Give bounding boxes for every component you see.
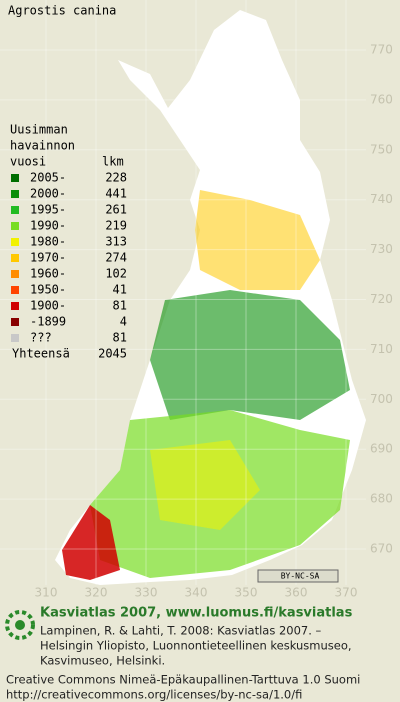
legend-swatch bbox=[11, 270, 19, 278]
y-grid-label: 680 bbox=[370, 492, 393, 506]
badge-frame bbox=[257, 569, 339, 583]
y-grid-label: 760 bbox=[370, 92, 393, 106]
legend-period: -1899 bbox=[30, 315, 66, 329]
citation-line: Helsingin Yliopisto, Luonnontieteellinen… bbox=[40, 639, 352, 653]
legend-swatch bbox=[11, 174, 19, 182]
x-grid-label: 310 bbox=[35, 586, 58, 600]
legend-swatch bbox=[11, 190, 19, 198]
legend-column: lkm bbox=[102, 155, 124, 169]
legend-swatch bbox=[11, 206, 19, 214]
legend-period: 1960- bbox=[30, 267, 66, 281]
legend-count: 4 bbox=[120, 315, 127, 329]
legend-count: 441 bbox=[105, 187, 127, 201]
logo-core bbox=[15, 620, 25, 630]
y-grid-label: 720 bbox=[370, 292, 393, 306]
legend-heading: havainnon bbox=[10, 139, 75, 153]
y-grid-label: 710 bbox=[370, 342, 393, 356]
x-grid-label: 320 bbox=[85, 586, 108, 600]
y-grid-label: 740 bbox=[370, 192, 393, 206]
license-line: Creative Commons Nimeä-Epäkaupallinen-Ta… bbox=[6, 673, 360, 687]
map-region-coast bbox=[62, 505, 120, 580]
logo-ring bbox=[5, 610, 35, 640]
legend-period: 1950- bbox=[30, 283, 66, 297]
legend-period: 1980- bbox=[30, 235, 66, 249]
x-grid-label: 340 bbox=[185, 586, 208, 600]
footer-headline: Kasviatlas 2007, www.luomus.fi/kasviatla… bbox=[40, 606, 353, 621]
legend-swatch bbox=[11, 254, 19, 262]
legend-period: 1990- bbox=[30, 219, 66, 233]
legend-period: 1995- bbox=[30, 203, 66, 217]
logo bbox=[5, 610, 35, 640]
y-grid-label: 700 bbox=[370, 392, 393, 406]
legend-swatch bbox=[11, 286, 19, 294]
legend-total: 2045 bbox=[98, 347, 127, 361]
legend-period: ??? bbox=[30, 331, 52, 345]
map-region-north bbox=[195, 190, 320, 290]
legend-period: 1900- bbox=[30, 299, 66, 313]
legend-count: 41 bbox=[113, 283, 127, 297]
y-grid-label: 770 bbox=[370, 43, 393, 57]
legend-period: 1970- bbox=[30, 251, 66, 265]
legend-swatch bbox=[11, 302, 19, 310]
y-grid-label: 730 bbox=[370, 242, 393, 256]
map-region-central bbox=[150, 290, 350, 420]
citation-line: Lampinen, R. & Lahti, T. 2008: Kasviatla… bbox=[40, 624, 322, 638]
legend-period: 2005- bbox=[30, 171, 66, 185]
x-grid-label: 350 bbox=[235, 586, 258, 600]
y-grid-label: 690 bbox=[370, 442, 393, 456]
legend-total-label: Yhteensä bbox=[12, 347, 70, 361]
x-grid-label: 370 bbox=[335, 586, 358, 600]
map-region-southwest bbox=[150, 440, 260, 530]
legend-count: 313 bbox=[105, 235, 127, 249]
legend-heading: Uusimman bbox=[10, 123, 68, 137]
legend-count: 274 bbox=[105, 251, 127, 265]
badge-text: BY-NC-SA bbox=[281, 572, 320, 581]
legend-count: 102 bbox=[105, 267, 127, 281]
y-grid-label: 670 bbox=[370, 542, 393, 556]
legend-swatch bbox=[11, 222, 19, 230]
legend-count: 81 bbox=[113, 331, 127, 345]
legend-period: 2000- bbox=[30, 187, 66, 201]
citation-line: Kasvimuseo, Helsinki. bbox=[40, 654, 165, 668]
legend-swatch bbox=[11, 238, 19, 246]
y-grid-label: 750 bbox=[370, 142, 393, 156]
x-grid-label: 330 bbox=[135, 586, 158, 600]
legend-swatch bbox=[11, 334, 19, 342]
legend-count: 261 bbox=[105, 203, 127, 217]
legend-swatch bbox=[11, 318, 19, 326]
license-line: http://creativecommons.org/licenses/by-n… bbox=[6, 688, 302, 702]
map-title: Agrostis canina bbox=[8, 4, 116, 18]
legend-column: vuosi bbox=[10, 155, 46, 169]
legend-count: 228 bbox=[105, 171, 127, 185]
legend-count: 219 bbox=[105, 219, 127, 233]
x-grid-label: 360 bbox=[285, 586, 308, 600]
legend-count: 81 bbox=[113, 299, 127, 313]
license-badge: BY-NC-SA bbox=[257, 569, 339, 583]
